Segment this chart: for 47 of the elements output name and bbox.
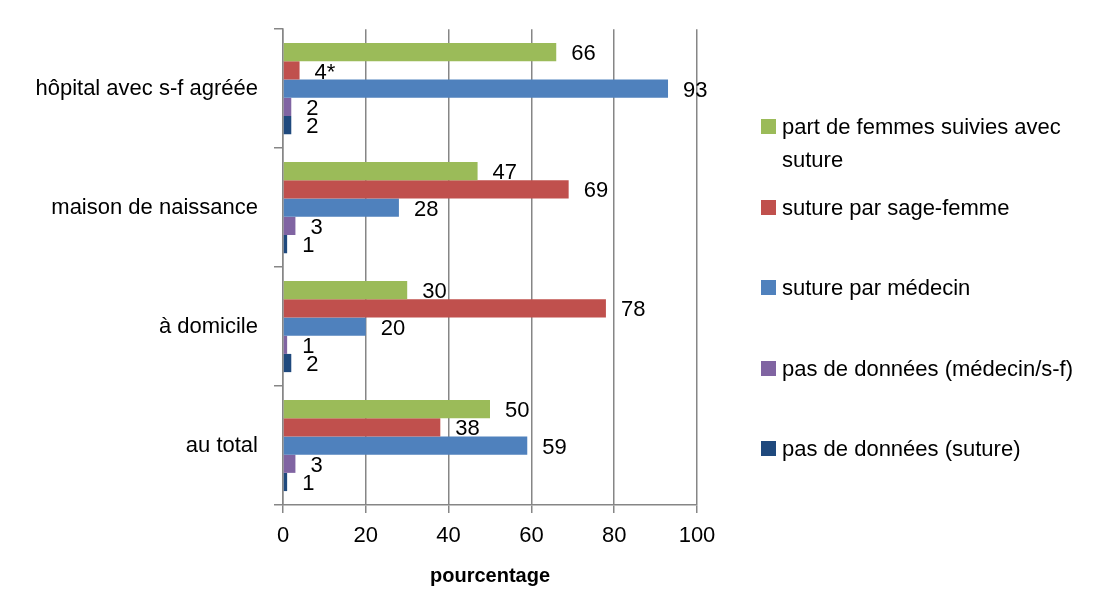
bar [283, 454, 296, 473]
x-tick-label: 60 [519, 522, 544, 548]
data-label: 28 [413, 195, 439, 221]
bar [283, 116, 292, 135]
data-label: 69 [583, 177, 609, 203]
bar [283, 399, 490, 419]
data-label: 20 [380, 314, 406, 340]
bar [283, 180, 569, 199]
x-axis-title: pourcentage [429, 563, 551, 586]
data-label: 59 [542, 433, 567, 459]
bar [283, 353, 292, 373]
legend-label: suture par médecin [782, 274, 971, 302]
y-tick-label: maison de naissance [51, 193, 258, 219]
data-label: 3 [310, 213, 323, 239]
data-label: 66 [571, 40, 596, 66]
y-tick-label: hôpital avec s-f agréée [35, 74, 258, 100]
bar [283, 43, 557, 62]
bar [283, 61, 300, 80]
legend-label: part de femmes suivies avec suture [782, 113, 1062, 174]
legend-label: pas de données (médecin/s-f) [782, 354, 1074, 383]
bar [283, 317, 366, 336]
data-label: 3 [310, 451, 323, 477]
x-tick-label: 100 [678, 522, 716, 548]
bar [283, 436, 528, 455]
legend-label: suture par sage-femme [782, 193, 1010, 222]
bar [283, 216, 296, 235]
y-tick-label: au total [185, 431, 258, 457]
x-tick-label: 0 [276, 522, 290, 548]
data-label: 47 [492, 159, 518, 185]
x-tick-label: 80 [601, 522, 627, 548]
x-tick-label: 20 [353, 522, 379, 548]
data-label: 30 [422, 278, 447, 304]
bar [283, 79, 669, 98]
data-label: 4* [314, 58, 336, 84]
bar [283, 97, 292, 117]
bar [283, 162, 478, 181]
data-label: 38 [455, 415, 480, 441]
bar [283, 418, 441, 437]
bar [283, 299, 606, 318]
legend-label: pas de données (suture) [782, 435, 1021, 463]
bar [283, 198, 399, 217]
x-tick-label: 40 [436, 522, 461, 548]
data-label: 93 [683, 76, 708, 102]
data-label: 50 [505, 397, 530, 423]
bar [283, 281, 408, 300]
data-label: 78 [620, 296, 646, 322]
y-tick-label: à domicile [158, 312, 258, 338]
